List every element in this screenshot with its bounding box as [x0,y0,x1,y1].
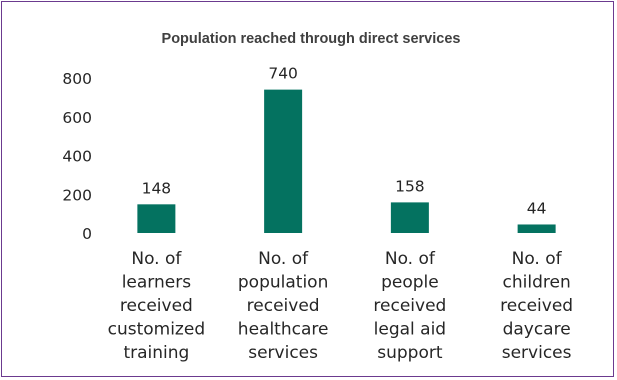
x-tick-label-line: received [120,296,193,316]
x-tick-label: No. of population received healthcare servic… [238,249,329,363]
data-labels: 148 740 158 44 [142,65,547,218]
x-tick-label-line: No. of [258,249,309,269]
x-tick-label-line: received [373,296,446,316]
data-label: 740 [268,65,298,83]
x-tick-label: No. of children received daycare services [500,249,573,363]
data-label: 148 [142,179,172,197]
x-tick-label-line: population [238,273,328,293]
x-tick-label-line: support [377,343,443,363]
bar [137,204,176,233]
x-tick-label-line: legal aid [374,320,446,340]
x-tick-label-line: children [503,273,571,293]
bar [390,202,429,233]
bar [517,224,556,233]
x-tick-label-line: healthcare [238,320,329,340]
y-tick-label: 400 [62,148,92,166]
x-tick-label-line: learners [122,273,192,293]
x-tick-label: No. of people received legal aid support [373,249,446,363]
y-tick-label: 200 [62,186,92,204]
x-tick-label-line: services [248,343,318,363]
x-tick-label-line: No. of [385,249,436,269]
x-axis: No. of learners received customized training… [108,249,573,363]
x-tick-label-line: daycare [503,320,571,340]
x-tick-label-line: No. of [131,249,182,269]
y-axis: 0 200 400 600 800 [62,70,92,243]
x-tick-label-line: customized [108,320,206,340]
x-tick-label-line: received [500,296,573,316]
data-label: 158 [395,177,425,195]
x-tick-label: No. of learners received customized training [108,249,206,363]
x-tick-label-line: services [502,343,572,363]
bar [264,89,303,233]
data-label: 44 [527,199,547,217]
x-tick-label-line: training [123,343,189,363]
x-tick-label-line: received [247,296,320,316]
bars [137,89,556,233]
chart-title: Population reached through direct servic… [162,31,461,47]
y-tick-label: 800 [62,70,92,88]
x-tick-label-line: people [381,273,439,293]
y-tick-label: 0 [82,225,92,243]
y-tick-label: 600 [62,109,92,127]
x-tick-label-line: No. of [512,249,563,269]
